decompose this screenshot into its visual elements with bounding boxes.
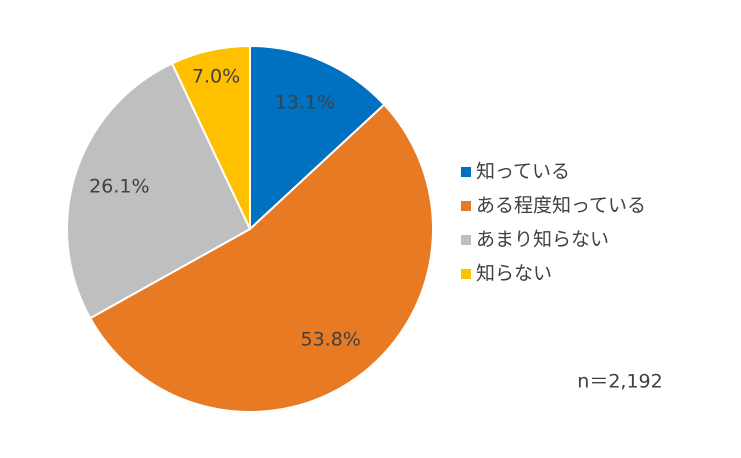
- legend-label: 知らない: [476, 263, 552, 285]
- pie-slice: [66, 62, 252, 320]
- legend-swatch: [461, 167, 471, 177]
- legend-label: ある程度知っている: [476, 195, 646, 217]
- legend-swatch: [461, 235, 471, 245]
- data-label: 26.1%: [89, 175, 149, 197]
- data-label: 53.8%: [300, 329, 360, 351]
- pie-slice: [170, 44, 251, 230]
- pie-slice: [249, 44, 386, 232]
- pie-slice: [88, 103, 434, 413]
- sample-size: n＝2,192: [577, 371, 662, 393]
- legend-label: あまり知らない: [476, 229, 609, 251]
- legend-swatch: [461, 269, 471, 279]
- legend-swatch: [461, 201, 471, 211]
- data-label: 7.0%: [192, 66, 240, 88]
- legend-label: 知っている: [476, 161, 570, 183]
- data-label: 13.1%: [275, 92, 335, 114]
